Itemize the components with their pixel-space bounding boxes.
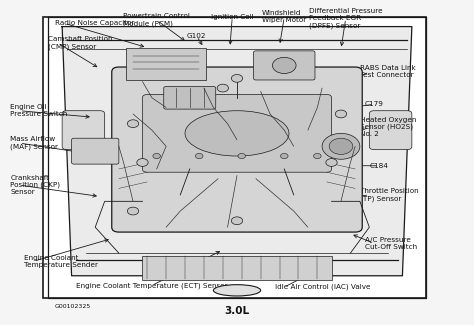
Ellipse shape <box>185 111 289 156</box>
Text: G00102325: G00102325 <box>55 304 91 309</box>
FancyBboxPatch shape <box>43 17 426 298</box>
Circle shape <box>137 159 148 166</box>
Text: RABS Data Link
Test Connector: RABS Data Link Test Connector <box>360 65 416 78</box>
Circle shape <box>329 138 353 154</box>
Circle shape <box>238 153 246 159</box>
Text: Throttle Position
(TP) Sensor: Throttle Position (TP) Sensor <box>360 188 419 202</box>
Text: Engine Coolant
Temperature Sender: Engine Coolant Temperature Sender <box>24 255 98 268</box>
Text: Differential Pressure
Feedback EGR
(DPFE) Sensor: Differential Pressure Feedback EGR (DPFE… <box>309 8 383 29</box>
Circle shape <box>335 110 346 118</box>
Circle shape <box>281 153 288 159</box>
Circle shape <box>314 153 321 159</box>
Ellipse shape <box>213 285 261 296</box>
Text: A/C Pressure
Cut-Off Switch: A/C Pressure Cut-Off Switch <box>365 237 417 250</box>
Circle shape <box>217 84 228 92</box>
FancyBboxPatch shape <box>126 48 206 80</box>
FancyBboxPatch shape <box>72 138 119 164</box>
FancyBboxPatch shape <box>112 67 362 232</box>
FancyBboxPatch shape <box>62 111 105 150</box>
Circle shape <box>128 120 139 127</box>
FancyBboxPatch shape <box>142 256 332 280</box>
Text: Ignition Coil: Ignition Coil <box>211 14 254 20</box>
Text: C179: C179 <box>365 101 383 107</box>
Text: Camshaft Position
(CMP) Sensor: Camshaft Position (CMP) Sensor <box>48 36 112 49</box>
FancyBboxPatch shape <box>164 86 216 109</box>
FancyBboxPatch shape <box>143 95 331 172</box>
FancyBboxPatch shape <box>369 111 412 150</box>
Text: Mass Airflow
(MAF) Sensor: Mass Airflow (MAF) Sensor <box>10 136 58 150</box>
Text: Heated Oxygen
Sensor (HO2S)
No. 2: Heated Oxygen Sensor (HO2S) No. 2 <box>360 117 416 137</box>
Text: Engine Coolant Temperature (ECT) Sensor: Engine Coolant Temperature (ECT) Sensor <box>76 282 228 289</box>
Text: 3.0L: 3.0L <box>224 306 250 316</box>
Circle shape <box>231 217 243 225</box>
Text: Engine Oil
Pressure Switch: Engine Oil Pressure Switch <box>10 104 67 117</box>
Polygon shape <box>62 27 412 276</box>
Text: Idle Air Control (IAC) Valve: Idle Air Control (IAC) Valve <box>275 284 370 290</box>
Text: Powertrain Control
Module (PCM): Powertrain Control Module (PCM) <box>123 13 190 27</box>
Circle shape <box>153 153 160 159</box>
Text: Windshield
Wiper Motor: Windshield Wiper Motor <box>262 10 306 23</box>
Circle shape <box>128 207 139 215</box>
Circle shape <box>326 159 337 166</box>
Text: C184: C184 <box>369 163 388 169</box>
Circle shape <box>195 153 203 159</box>
FancyBboxPatch shape <box>254 51 315 80</box>
Circle shape <box>322 133 360 159</box>
Text: Radio Noise Capacitor: Radio Noise Capacitor <box>55 20 135 26</box>
Text: Crankshaft
Position (CKP)
Sensor: Crankshaft Position (CKP) Sensor <box>10 175 60 195</box>
Circle shape <box>273 57 296 73</box>
Circle shape <box>231 74 243 82</box>
Text: G102: G102 <box>187 33 207 39</box>
